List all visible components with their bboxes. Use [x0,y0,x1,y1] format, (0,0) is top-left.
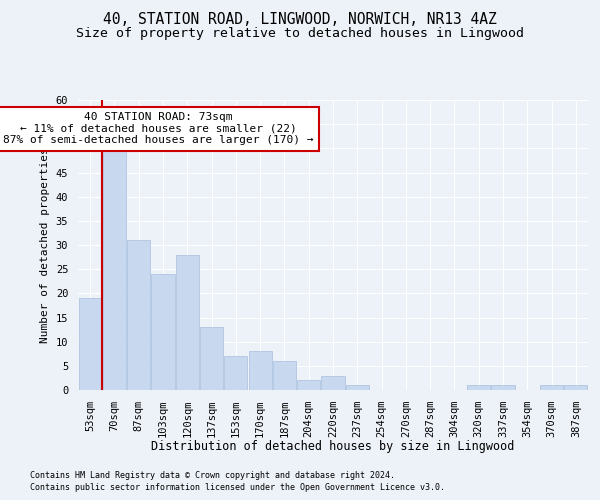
Y-axis label: Number of detached properties: Number of detached properties [40,147,50,343]
Bar [151,274,175,390]
Text: Contains public sector information licensed under the Open Government Licence v3: Contains public sector information licen… [30,484,445,492]
Bar [322,376,344,390]
Bar [346,385,369,390]
Bar [224,356,247,390]
Text: Contains HM Land Registry data © Crown copyright and database right 2024.: Contains HM Land Registry data © Crown c… [30,471,395,480]
Bar [540,385,563,390]
Bar [176,254,199,390]
Text: 40, STATION ROAD, LINGWOOD, NORWICH, NR13 4AZ: 40, STATION ROAD, LINGWOOD, NORWICH, NR1… [103,12,497,28]
Text: 40 STATION ROAD: 73sqm
← 11% of detached houses are smaller (22)
87% of semi-det: 40 STATION ROAD: 73sqm ← 11% of detached… [3,112,313,146]
Bar [127,240,150,390]
Bar [248,352,272,390]
Bar [467,385,490,390]
Bar [273,361,296,390]
Bar [565,385,587,390]
Bar [200,327,223,390]
Bar [79,298,101,390]
Text: Size of property relative to detached houses in Lingwood: Size of property relative to detached ho… [76,28,524,40]
Bar [103,148,126,390]
Bar [297,380,320,390]
Bar [491,385,515,390]
X-axis label: Distribution of detached houses by size in Lingwood: Distribution of detached houses by size … [151,440,515,453]
